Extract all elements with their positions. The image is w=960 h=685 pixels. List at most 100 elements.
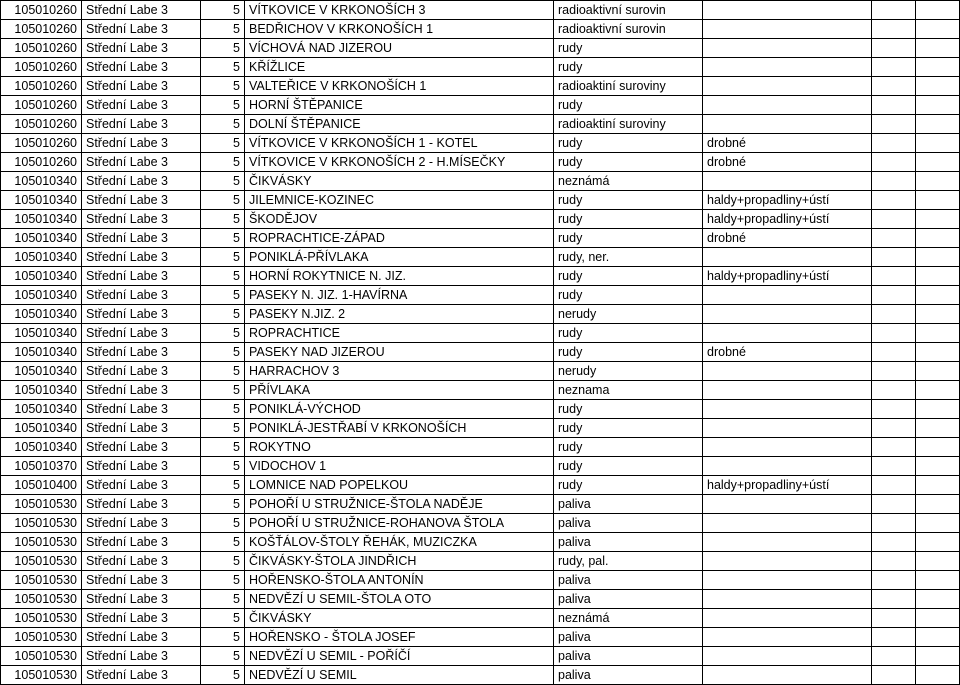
table-row: 105010260Střední Labe 35KŘÍŽLICErudy	[1, 58, 960, 77]
cell	[872, 362, 916, 381]
cell: Střední Labe 3	[82, 381, 201, 400]
table-row: 105010530Střední Labe 35NEDVĚZÍ U SEMILp…	[1, 666, 960, 685]
cell	[872, 628, 916, 647]
cell: Střední Labe 3	[82, 362, 201, 381]
cell: 105010260	[1, 58, 82, 77]
cell	[872, 590, 916, 609]
cell: Střední Labe 3	[82, 20, 201, 39]
table-row: 105010340Střední Labe 35PASEKY NAD JIZER…	[1, 343, 960, 362]
cell	[703, 628, 872, 647]
cell	[916, 362, 960, 381]
cell	[703, 20, 872, 39]
cell: Střední Labe 3	[82, 134, 201, 153]
cell: Střední Labe 3	[82, 666, 201, 685]
cell: Střední Labe 3	[82, 229, 201, 248]
cell	[703, 457, 872, 476]
cell	[703, 647, 872, 666]
cell	[703, 381, 872, 400]
cell	[703, 362, 872, 381]
cell: KOŠŤÁLOV-ŠTOLY ŘEHÁK, MUZICZKA	[245, 533, 554, 552]
cell: PŘÍVLAKA	[245, 381, 554, 400]
cell	[872, 286, 916, 305]
cell	[916, 590, 960, 609]
cell: 105010340	[1, 324, 82, 343]
cell	[916, 1, 960, 20]
cell	[916, 39, 960, 58]
cell: neznámá	[554, 172, 703, 191]
cell	[703, 96, 872, 115]
table-row: 105010530Střední Labe 35POHOŘÍ U STRUŽNI…	[1, 514, 960, 533]
cell: Střední Labe 3	[82, 514, 201, 533]
cell: rudy	[554, 438, 703, 457]
table-row: 105010340Střední Labe 35ROPRACHTICE-ZÁPA…	[1, 229, 960, 248]
cell	[872, 267, 916, 286]
cell	[872, 305, 916, 324]
cell: radioaktiní suroviny	[554, 115, 703, 134]
cell: 5	[201, 172, 245, 191]
cell	[872, 514, 916, 533]
cell: 5	[201, 286, 245, 305]
cell: HOŘENSKO - ŠTOLA JOSEF	[245, 628, 554, 647]
cell: 105010260	[1, 153, 82, 172]
cell	[872, 229, 916, 248]
cell: 105010260	[1, 115, 82, 134]
cell	[703, 400, 872, 419]
cell: Střední Labe 3	[82, 191, 201, 210]
cell: Střední Labe 3	[82, 552, 201, 571]
cell: PONIKLÁ-JESTŘABÍ V KRKONOŠÍCH	[245, 419, 554, 438]
cell: VÍTKOVICE V KRKONOŠÍCH 2 - H.MÍSEČKY	[245, 153, 554, 172]
cell	[916, 609, 960, 628]
cell: 105010370	[1, 457, 82, 476]
cell: paliva	[554, 628, 703, 647]
cell	[703, 590, 872, 609]
cell	[872, 533, 916, 552]
cell	[872, 248, 916, 267]
cell	[916, 628, 960, 647]
cell	[916, 533, 960, 552]
cell	[703, 666, 872, 685]
cell: VÍCHOVÁ NAD JIZEROU	[245, 39, 554, 58]
cell: drobné	[703, 343, 872, 362]
cell: 5	[201, 77, 245, 96]
cell	[703, 1, 872, 20]
cell: nerudy	[554, 305, 703, 324]
cell: Střední Labe 3	[82, 343, 201, 362]
cell: paliva	[554, 533, 703, 552]
cell	[703, 305, 872, 324]
cell: haldy+propadliny+ústí	[703, 267, 872, 286]
cell	[872, 191, 916, 210]
cell: 5	[201, 58, 245, 77]
cell: Střední Labe 3	[82, 628, 201, 647]
cell: 5	[201, 647, 245, 666]
cell	[916, 666, 960, 685]
cell: nerudy	[554, 362, 703, 381]
cell: 105010530	[1, 666, 82, 685]
cell: rudy	[554, 58, 703, 77]
cell: Střední Labe 3	[82, 438, 201, 457]
cell: 105010340	[1, 191, 82, 210]
cell	[916, 571, 960, 590]
cell: neznámá	[554, 609, 703, 628]
cell: HOŘENSKO-ŠTOLA ANTONÍN	[245, 571, 554, 590]
cell	[916, 552, 960, 571]
cell: VÍTKOVICE V KRKONOŠÍCH 3	[245, 1, 554, 20]
cell: Střední Labe 3	[82, 609, 201, 628]
cell: 5	[201, 343, 245, 362]
table-row: 105010530Střední Labe 35ČIKVÁSKY-ŠTOLA J…	[1, 552, 960, 571]
cell: JILEMNICE-KOZINEC	[245, 191, 554, 210]
table-row: 105010260Střední Labe 35VÍTKOVICE V KRKO…	[1, 1, 960, 20]
cell: VIDOCHOV 1	[245, 457, 554, 476]
cell: radioaktivní surovin	[554, 1, 703, 20]
cell: 5	[201, 609, 245, 628]
cell: PONIKLÁ-VÝCHOD	[245, 400, 554, 419]
cell: 105010400	[1, 476, 82, 495]
cell	[916, 305, 960, 324]
cell: rudy	[554, 134, 703, 153]
cell: Střední Labe 3	[82, 1, 201, 20]
cell: Střední Labe 3	[82, 495, 201, 514]
cell	[703, 552, 872, 571]
cell: 105010530	[1, 552, 82, 571]
cell: 5	[201, 666, 245, 685]
cell	[703, 324, 872, 343]
cell: ČIKVÁSKY	[245, 172, 554, 191]
